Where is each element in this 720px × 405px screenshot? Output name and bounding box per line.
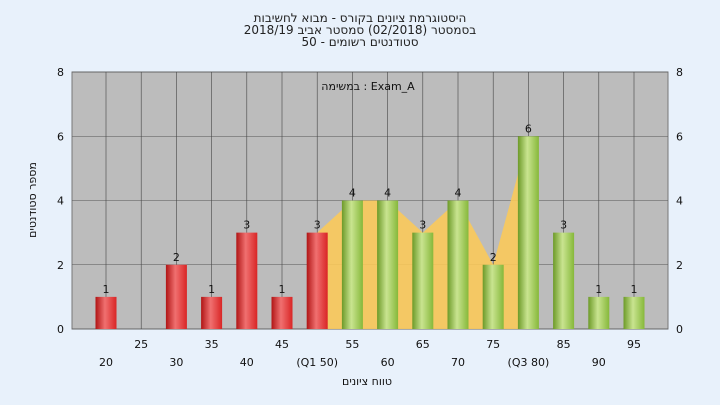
value-label-80: 6 xyxy=(525,122,532,135)
x-tick-55: 55 xyxy=(345,338,359,351)
bar-65 xyxy=(412,232,434,329)
value-label-70: 4 xyxy=(455,187,462,200)
bars-group xyxy=(95,136,645,329)
value-label-45: 1 xyxy=(279,283,286,296)
bar-70 xyxy=(447,200,469,329)
x-tick-30: 30 xyxy=(169,356,183,369)
x-tick-90: 90 xyxy=(592,356,606,369)
chart-enrollment: סטודנטים רשומים - 50 xyxy=(301,35,419,49)
value-label-85: 3 xyxy=(560,219,567,232)
x-tick-80: (Q3 80) xyxy=(508,356,550,369)
y-tick-left: 4 xyxy=(57,195,64,208)
y-tick-right: 2 xyxy=(676,259,683,272)
value-label-20: 1 xyxy=(103,283,110,296)
x-tick-60: 60 xyxy=(381,356,395,369)
value-label-40: 3 xyxy=(243,219,250,232)
bar-75 xyxy=(482,264,504,329)
y-tick-left: 6 xyxy=(57,130,64,143)
x-tick-65: 65 xyxy=(416,338,430,351)
bar-40 xyxy=(236,232,258,329)
bar-80 xyxy=(517,136,539,329)
value-label-90: 1 xyxy=(595,283,602,296)
value-label-75: 2 xyxy=(490,251,497,264)
chart-annotation: במשימה : Exam_A xyxy=(321,80,415,93)
x-tick-45: 45 xyxy=(275,338,289,351)
y-tick-left: 8 xyxy=(57,66,64,79)
chart-title: היסטוגרמת ציונים בקורס - מבוא לחשיבות xyxy=(253,11,467,25)
x-tick-40: 40 xyxy=(240,356,254,369)
bar-20 xyxy=(95,296,117,329)
y-tick-left: 0 xyxy=(57,323,64,336)
y-tick-right: 4 xyxy=(676,195,683,208)
value-label-30: 2 xyxy=(173,251,180,264)
y-axis-label: מספר סטודנטים xyxy=(26,162,39,238)
value-label-50: 3 xyxy=(314,219,321,232)
bar-55 xyxy=(341,200,363,329)
x-tick-20: 20 xyxy=(99,356,113,369)
value-label-65: 3 xyxy=(419,219,426,232)
value-label-60: 4 xyxy=(384,187,391,200)
x-tick-50: (Q1 50) xyxy=(296,356,338,369)
bar-90 xyxy=(588,296,610,329)
y-tick-left: 2 xyxy=(57,259,64,272)
x-tick-35: 35 xyxy=(205,338,219,351)
value-label-55: 4 xyxy=(349,187,356,200)
bar-30 xyxy=(165,264,187,329)
bar-60 xyxy=(377,200,399,329)
value-label-35: 1 xyxy=(208,283,215,296)
x-tick-75: 75 xyxy=(486,338,500,351)
axes: 0 0 2 2 4 4 6 6 8 8 20 25 30 35 40 45 (Q1 50) 55 60 65 70 75 (… xyxy=(57,66,683,369)
y-tick-right: 6 xyxy=(676,130,683,143)
bar-95 xyxy=(623,296,645,329)
value-labels: 1 2 1 3 1 3 4 4 3 4 2 6 3 1 1 xyxy=(103,122,638,296)
x-axis-label: טווח ציונים xyxy=(342,375,392,388)
bar-35 xyxy=(201,296,223,329)
x-tick-85: 85 xyxy=(557,338,571,351)
bar-45 xyxy=(271,296,293,329)
x-tick-25: 25 xyxy=(134,338,148,351)
x-tick-95: 95 xyxy=(627,338,641,351)
y-tick-right: 0 xyxy=(676,323,683,336)
value-label-95: 1 xyxy=(631,283,638,296)
y-tick-right: 8 xyxy=(676,66,683,79)
chart-subtitle: בסמסטר (02/2018) סמסטר אביב 2018/19 xyxy=(243,23,477,37)
bar-50 xyxy=(306,232,328,329)
x-tick-70: 70 xyxy=(451,356,465,369)
bar-85 xyxy=(553,232,575,329)
